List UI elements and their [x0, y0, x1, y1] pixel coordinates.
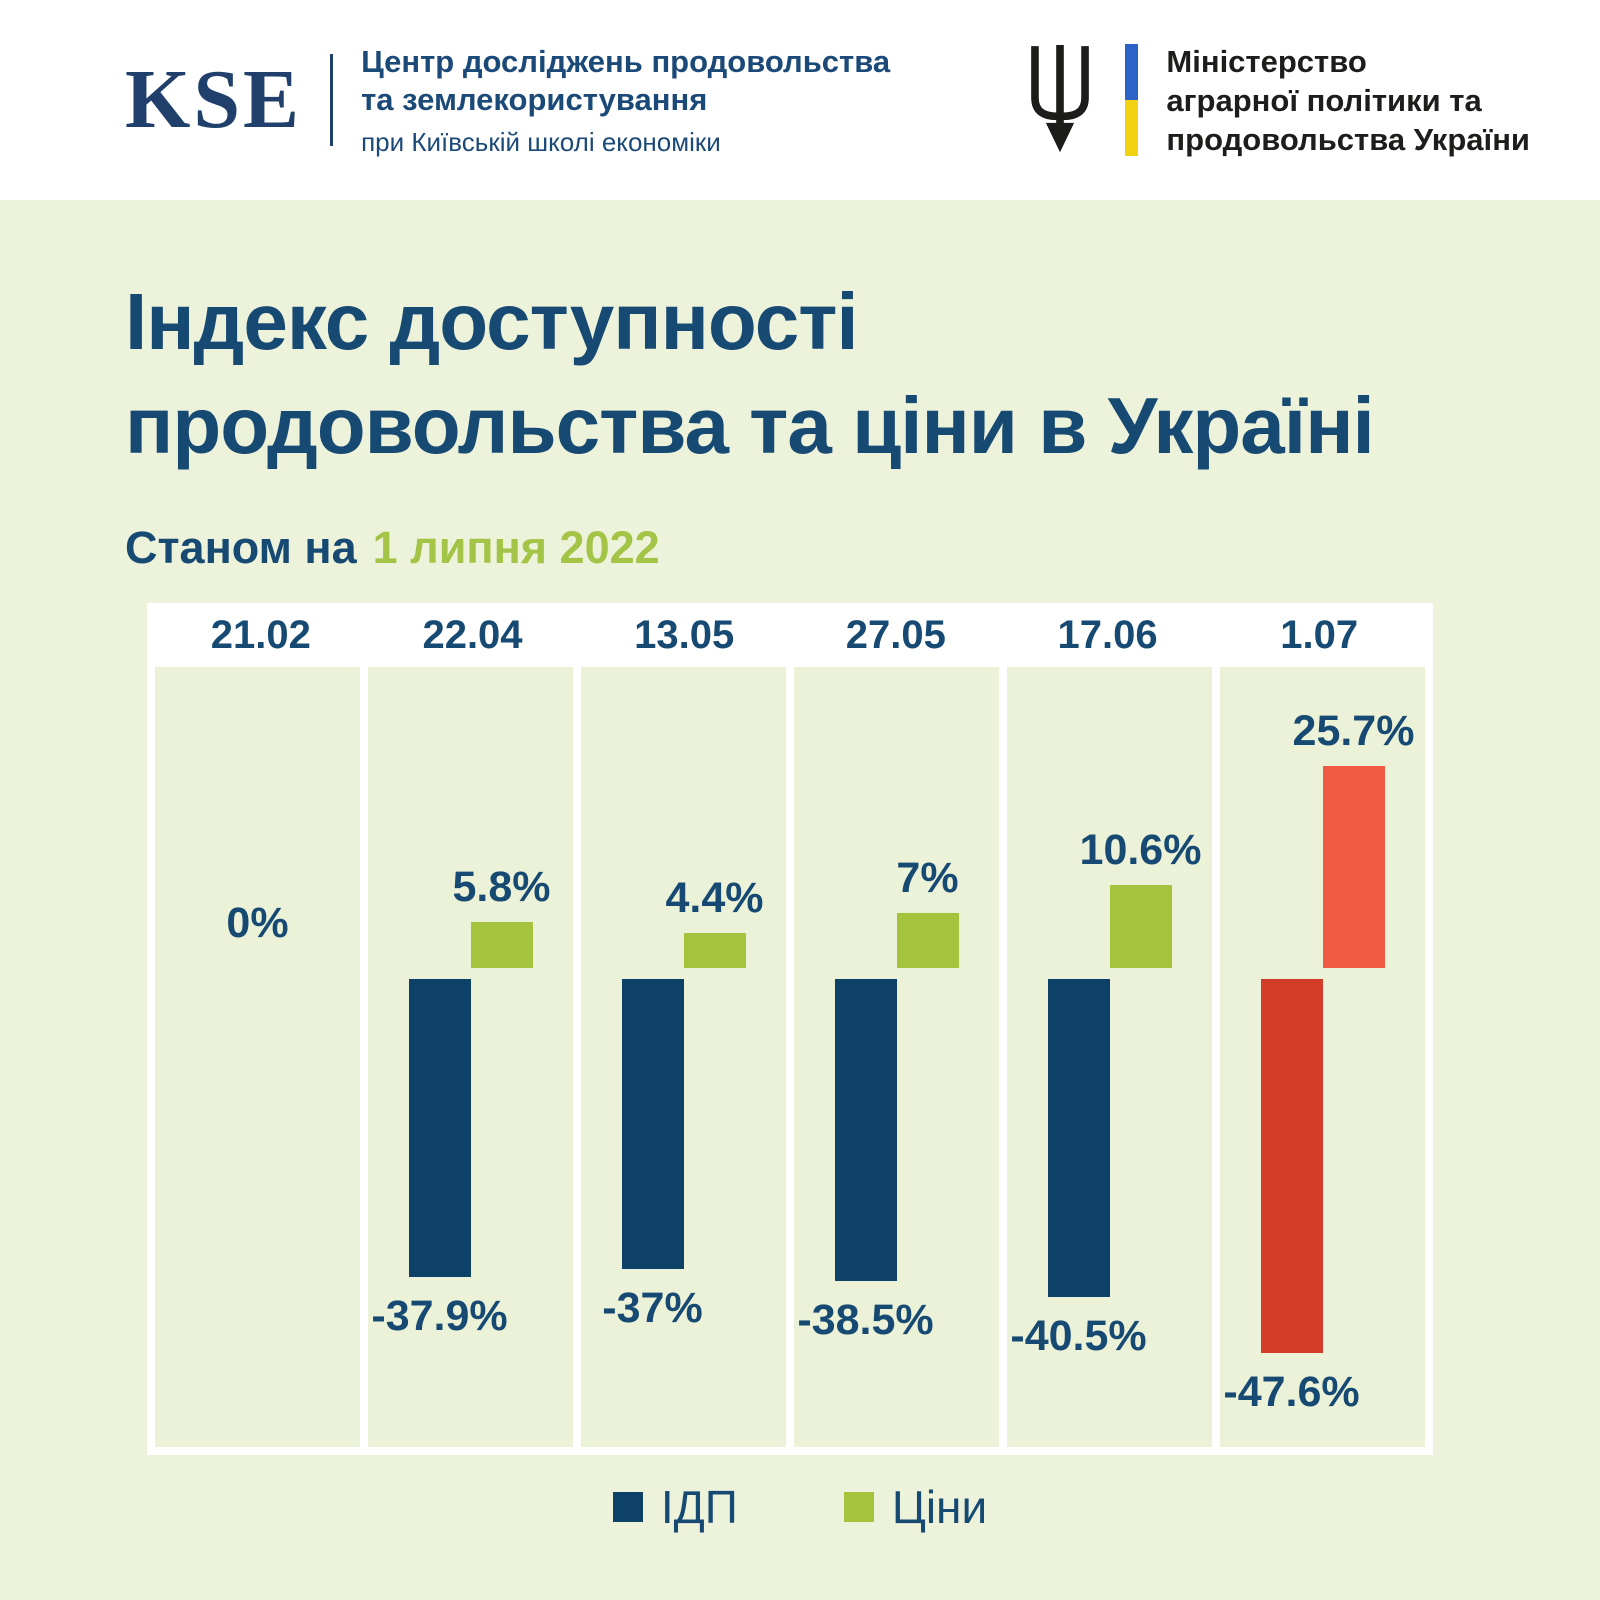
ministry-brand: Міністерство аграрної політики та продов…: [1023, 42, 1530, 159]
zero-value-label: 0%: [226, 899, 289, 947]
price-bar: [896, 913, 959, 968]
trident-icon: [1031, 45, 1090, 153]
idp-bar: [1260, 979, 1323, 1353]
flag-blue: [1125, 44, 1139, 100]
idp-bar: [408, 979, 471, 1277]
chart-column: 10.6% -40.5%: [1007, 667, 1212, 1447]
zero-line: [155, 968, 1425, 979]
center-name-line1: Центр досліджень продовольства: [361, 44, 891, 79]
chart-plot: 0% 5.8% -37.9% 4.4% -37% 7% -38.5% 10.6% -40.5% 2…: [155, 667, 1425, 1447]
idp-bar: [834, 979, 897, 1281]
chart-column: 5.8% -37.9%: [368, 667, 573, 1447]
idp-bar: [621, 979, 684, 1269]
idp-value-label: -37%: [602, 1284, 703, 1332]
date-label: 22.04: [422, 612, 523, 657]
center-subtitle: при Київській школі економіки: [361, 127, 721, 157]
chart-column: 25.7% -47.6%: [1220, 667, 1425, 1447]
price-value-label: 5.8%: [452, 863, 551, 911]
brand-divider: [330, 54, 334, 146]
legend-label-prices: Ціни: [891, 1481, 988, 1533]
page-title-line1: Індекс доступності: [125, 277, 859, 366]
price-value-label: 25.7%: [1292, 707, 1415, 755]
price-value-label: 10.6%: [1079, 826, 1202, 874]
page-title-line2: продовольства та ціни в Україні: [125, 381, 1375, 470]
header-bar: KSE Центр досліджень продовольства та зе…: [0, 0, 1600, 200]
date-label: 27.05: [845, 612, 946, 657]
date-label: 1.07: [1280, 612, 1359, 657]
kse-logo: KSE: [125, 53, 303, 146]
as-of-value: 1 липня 2022: [372, 522, 660, 573]
legend-label-idp: ІДП: [660, 1481, 738, 1533]
idp-bar: [1047, 979, 1110, 1297]
chart-column: 4.4% -37%: [581, 667, 786, 1447]
legend-item-idp: ІДП: [612, 1481, 738, 1533]
chart-column: 7% -38.5%: [794, 667, 999, 1447]
date-label: 21.02: [210, 612, 311, 657]
chart-legend: ІДП Ціни: [0, 1481, 1600, 1533]
chart-dates-row: 21.02 22.04 13.05 27.05 17.06 1.07: [155, 603, 1425, 667]
price-value-label: 4.4%: [665, 874, 764, 922]
legend-item-prices: Ціни: [843, 1481, 988, 1533]
idp-value-label: -47.6%: [1223, 1368, 1360, 1416]
ministry-name: Міністерство аграрної політики та продов…: [1166, 42, 1530, 159]
date-label: 13.05: [634, 612, 735, 657]
as-of-date: Станом на 1 липня 2022: [125, 520, 1600, 575]
flag-yellow: [1125, 100, 1139, 156]
legend-swatch: [612, 1492, 643, 1522]
price-bar: [1322, 766, 1385, 968]
center-name-line2: та землекористування: [361, 82, 708, 117]
kse-brand: KSE Центр досліджень продовольства та зе…: [125, 43, 890, 157]
ministry-line3: продовольства України: [1166, 121, 1530, 157]
price-value-label: 7%: [896, 854, 959, 902]
as-of-prefix: Станом на: [125, 522, 357, 573]
idp-value-label: -40.5%: [1010, 1312, 1147, 1360]
ministry-line2: аграрної політики та: [1166, 82, 1482, 118]
idp-value-label: -38.5%: [797, 1296, 934, 1344]
bar-chart: 21.02 22.04 13.05 27.05 17.06 1.07 0% 5.8% -37.…: [147, 603, 1433, 1455]
legend-swatch: [843, 1492, 874, 1522]
chart-column: 0%: [155, 667, 360, 1447]
price-bar: [470, 922, 533, 968]
price-bar: [1109, 885, 1172, 968]
ukraine-flag-bar: [1125, 44, 1139, 156]
date-label: 17.06: [1057, 612, 1158, 657]
center-name: Центр досліджень продовольства та землек…: [361, 43, 890, 157]
ministry-line1: Міністерство: [1166, 43, 1367, 79]
page-title: Індекс доступності продовольства та ціни…: [125, 270, 1600, 478]
price-bar: [683, 933, 746, 968]
idp-value-label: -37.9%: [371, 1292, 508, 1340]
